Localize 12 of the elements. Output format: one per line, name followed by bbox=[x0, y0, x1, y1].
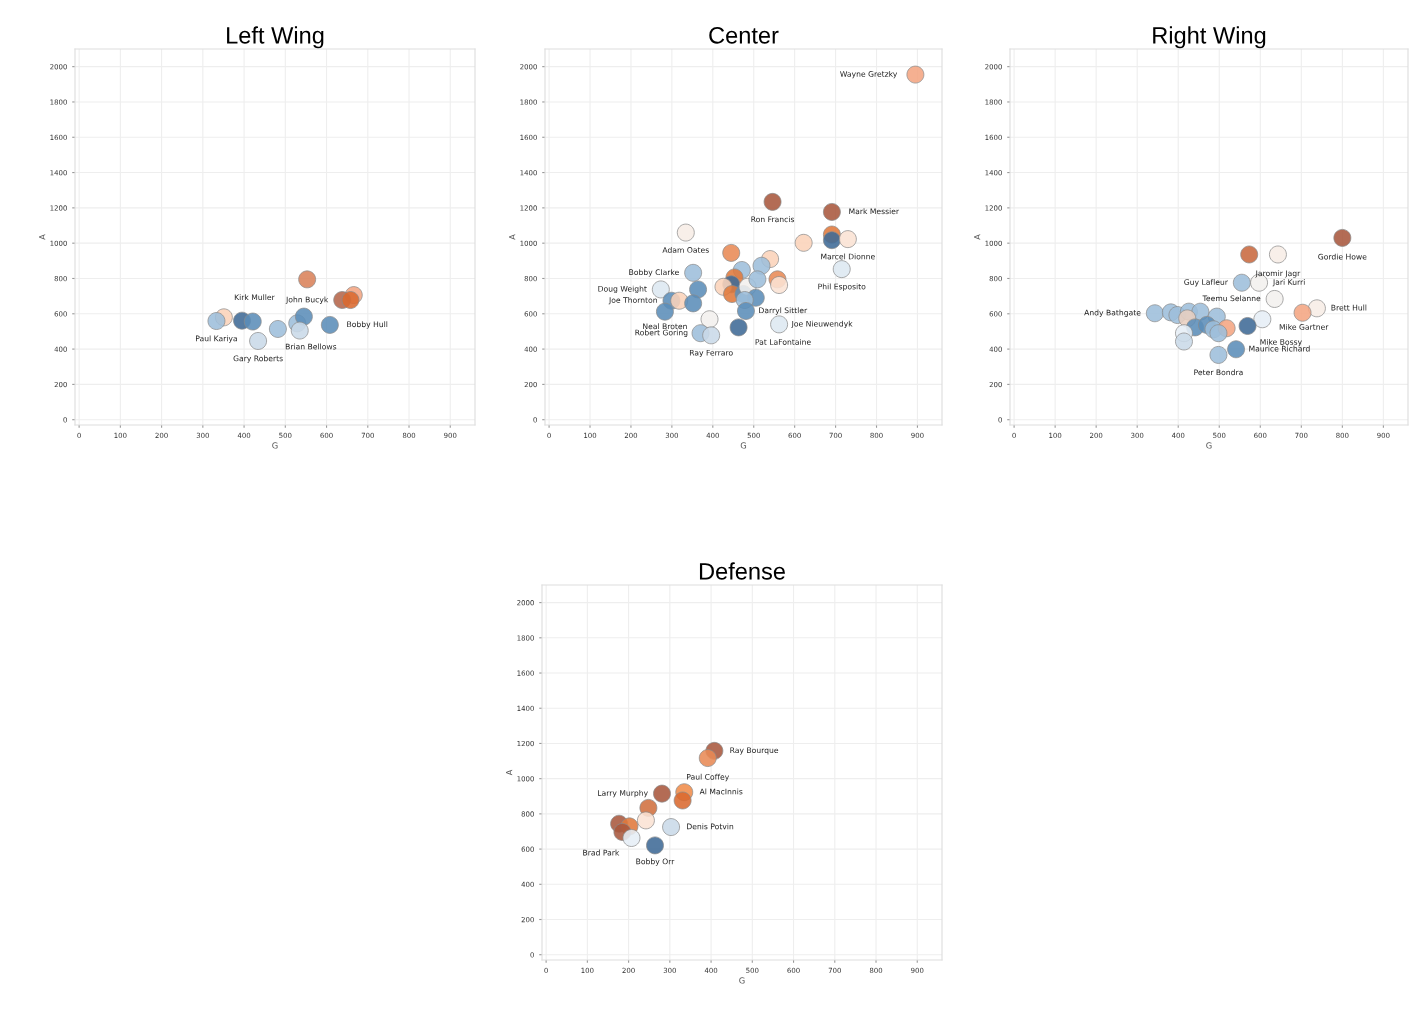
y-axis-title: A bbox=[974, 234, 981, 240]
chart-title: Center bbox=[709, 26, 779, 44]
y-axis-title: A bbox=[509, 234, 516, 240]
chart-title: Defense bbox=[699, 562, 785, 580]
x-axis-title: G bbox=[739, 977, 745, 984]
chart-title: Right Wing bbox=[1153, 26, 1266, 49]
x-axis-title: G bbox=[272, 442, 278, 449]
x-axis-title: G bbox=[740, 442, 747, 449]
chart-title: Left Wing bbox=[227, 26, 324, 49]
y-axis-title: A bbox=[39, 234, 46, 240]
y-axis-title: A bbox=[506, 769, 513, 776]
x-axis-title: G bbox=[1206, 442, 1212, 449]
